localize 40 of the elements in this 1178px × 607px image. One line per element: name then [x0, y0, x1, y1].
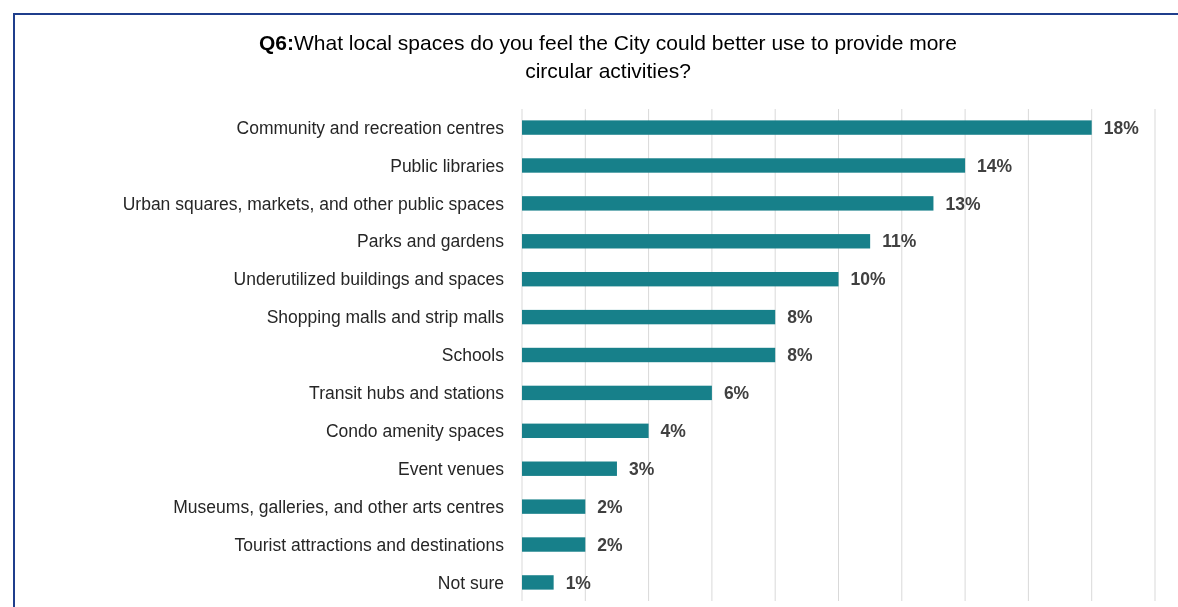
bar: [522, 158, 966, 173]
data-label: 6%: [723, 383, 750, 404]
bar: [522, 461, 617, 476]
bar: [522, 499, 586, 514]
y-tick-label: Urban squares, markets, and other public spaces: [122, 193, 505, 214]
bar: [522, 271, 839, 287]
data-label: 10%: [850, 269, 886, 290]
data-label: 8%: [787, 345, 813, 366]
data-label: 2%: [597, 496, 624, 517]
y-tick-label: Schools: [441, 345, 505, 366]
chart-title: Q6:What local spaces do you feel the City could better use to provide more circular activities?: [258, 31, 958, 82]
bar: [522, 575, 554, 590]
y-tick-label: Community and recreation centres: [236, 117, 505, 138]
bar: [522, 537, 586, 552]
data-label: 14%: [977, 155, 1013, 176]
data-label: 3%: [628, 458, 655, 479]
bar: [522, 309, 776, 325]
y-tick-label: Transit hubs and stations: [309, 383, 505, 404]
data-label: 13%: [945, 193, 981, 214]
y-tick-label: Shopping malls and strip malls: [266, 307, 505, 328]
y-tick-label: Underutilized buildings and spaces: [233, 269, 505, 290]
data-label: 4%: [660, 420, 687, 441]
data-label: 2%: [597, 534, 624, 555]
y-tick-label: Not sure: [437, 572, 504, 593]
bar: [522, 234, 871, 249]
y-tick-label: Museums, galleries, and other arts centres: [173, 496, 505, 517]
y-tick-label: Parks and gardens: [357, 231, 505, 252]
y-tick-label: Event venues: [397, 458, 505, 479]
bar: [522, 120, 1092, 135]
data-label: 8%: [787, 307, 813, 328]
y-tick-label: Condo amenity spaces: [325, 420, 505, 441]
bar: [522, 347, 776, 363]
data-label: 1%: [565, 572, 592, 593]
bar: [522, 423, 649, 439]
data-label: 18%: [1103, 117, 1140, 138]
y-tick-label: Tourist attractions and destinations: [234, 534, 505, 555]
data-label: 11%: [882, 231, 917, 252]
bar: [522, 385, 712, 401]
y-tick-label: Public libraries: [390, 155, 505, 176]
bar: [522, 196, 934, 211]
